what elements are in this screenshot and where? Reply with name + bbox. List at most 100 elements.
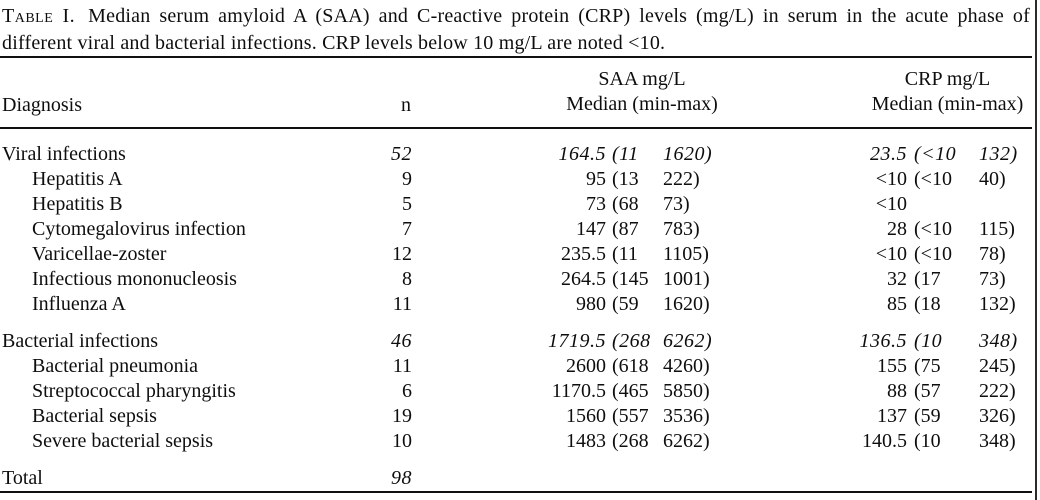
n-cell: 52 (391, 143, 412, 165)
diagnosis-cell: Bacterial infections (2, 330, 159, 352)
crp-min-cell: (18 (914, 293, 941, 315)
crp-median-cell: 137 (877, 405, 907, 427)
table-row: Hepatitis A 9 95 (13 222) <10 (<10 40) (0, 167, 1040, 192)
table-row: Bacterial pneumonia 11 2600 (618 4260) 1… (0, 354, 1040, 379)
crp-min-cell: (<10 (914, 218, 952, 240)
crp-max-cell (975, 192, 1040, 217)
rule-below-caption (0, 56, 1032, 58)
table-row: Influenza A 11 980 (59 1620) 85 (18 132) (0, 292, 1040, 317)
saa-min-cell: (268 (612, 430, 649, 452)
saa-max-cell: 1105) (663, 243, 709, 265)
saa-min-cell: (268 (612, 330, 651, 352)
saa-max-cell: 6262) (663, 430, 710, 452)
diagnosis-cell: Hepatitis A (32, 168, 123, 190)
crp-max-cell: 222) (979, 380, 1016, 402)
saa-max-cell: 6262) (663, 330, 713, 352)
crp-min-cell: (17 (914, 268, 941, 290)
header-crp-measure: Median (min-max) (871, 93, 1024, 115)
n-cell: 19 (392, 405, 412, 427)
header-n: n (401, 94, 411, 116)
saa-max-cell: 5850) (663, 380, 710, 402)
diagnosis-cell: Varicellae-zoster (32, 243, 167, 265)
saa-median-cell: 235.5 (561, 243, 606, 265)
n-cell: 5 (402, 193, 412, 215)
saa-min-cell: (13 (612, 168, 639, 190)
crp-max-cell: 326) (979, 405, 1016, 427)
diagnosis-cell: Bacterial pneumonia (32, 355, 199, 377)
diagnosis-cell: Influenza A (32, 293, 126, 315)
saa-median-cell: 1483 (566, 430, 606, 452)
table-row: Infectious mononucleosis 8 264.5 (145 10… (0, 267, 1040, 292)
saa-min-cell: (465 (612, 380, 649, 402)
n-cell: 6 (402, 380, 412, 402)
saa-min-cell: (59 (612, 293, 639, 315)
saa-median-cell: 1719.5 (548, 330, 606, 352)
diagnosis-cell: Cytomegalovirus infection (32, 218, 246, 240)
saa-min-cell: (11 (612, 143, 639, 165)
saa-max-cell: 4260) (663, 355, 710, 377)
saa-median-cell: 264.5 (561, 268, 606, 290)
crp-median-cell: 85 (887, 293, 907, 315)
saa-max-cell: 73) (663, 193, 690, 215)
rule-bottom (0, 491, 1032, 493)
table-row: Cytomegalovirus infection 7 147 (87 783)… (0, 217, 1040, 242)
saa-max-cell: 3536) (663, 405, 710, 427)
crp-min-cell (907, 466, 975, 491)
crp-min-cell: (75 (914, 355, 941, 377)
n-cell: 12 (392, 243, 412, 265)
saa-min-cell: (11 (612, 243, 638, 265)
crp-max-cell (975, 466, 1040, 491)
header-diagnosis: Diagnosis (2, 94, 82, 116)
n-cell: 11 (392, 293, 412, 315)
saa-min-cell: (68 (612, 193, 639, 215)
header-saa-group: SAA mg/L Median (min-max) (416, 67, 783, 117)
crp-min-cell: (<10 (914, 143, 957, 165)
header-crp-group: CRP mg/L Median (min-max) (783, 67, 1040, 117)
table-row: Viral infections 52 164.5 (11 1620) 23.5… (0, 142, 1040, 167)
crp-min-cell: (10 (914, 430, 941, 452)
table-body: Viral infections 52 164.5 (11 1620) 23.5… (0, 129, 1040, 491)
saa-median-cell (416, 466, 606, 491)
saa-max-cell: 1620) (663, 293, 710, 315)
crp-max-cell: 245) (979, 355, 1016, 377)
table-row: Total 98 (0, 466, 1040, 491)
crp-median-cell: 140.5 (862, 430, 907, 452)
diagnosis-cell: Total (2, 467, 43, 489)
crp-median-cell (783, 466, 907, 491)
saa-median-cell: 95 (586, 168, 606, 190)
crp-median-cell: 155 (877, 355, 907, 377)
rule-below-header (0, 127, 1032, 129)
header-saa-unit: SAA mg/L (598, 68, 686, 90)
crp-max-cell: 78) (979, 243, 1006, 265)
table-header-row: Diagnosis n SAA mg/L Median (min-max) CR… (0, 58, 1040, 127)
saa-min-cell: (145 (612, 268, 649, 290)
saa-median-cell: 73 (586, 193, 606, 215)
crp-max-cell: 40) (979, 168, 1006, 190)
crp-median-cell: 28 (887, 218, 907, 240)
crp-max-cell: 73) (979, 268, 1006, 290)
table-row: Bacterial sepsis 19 1560 (557 3536) 137 … (0, 404, 1040, 429)
saa-max-cell: 222) (663, 168, 700, 190)
saa-median-cell: 980 (576, 293, 606, 315)
diagnosis-cell: Hepatitis B (32, 193, 123, 215)
crp-min-cell: (<10 (914, 243, 952, 265)
saa-max-cell: 1620) (663, 143, 713, 165)
crp-min-cell: (57 (914, 380, 941, 402)
scan-edge-line (1035, 0, 1037, 500)
saa-median-cell: 1170.5 (551, 380, 606, 402)
crp-min-cell: (10 (914, 330, 943, 352)
saa-median-cell: 1560 (566, 405, 606, 427)
crp-max-cell: 115) (979, 218, 1015, 240)
crp-median-cell: <10 (875, 193, 907, 215)
n-cell: 11 (392, 355, 412, 377)
crp-min-cell (907, 192, 975, 217)
table-row: Severe bacterial sepsis 10 1483 (268 626… (0, 429, 1040, 454)
saa-median-cell: 164.5 (558, 143, 606, 165)
crp-median-cell: <10 (875, 168, 907, 190)
saa-max-cell: 1001) (663, 268, 710, 290)
table-number-label: Table I. (2, 5, 76, 27)
table-row: Streptococcal pharyngitis 6 1170.5 (465 … (0, 379, 1040, 404)
diagnosis-cell: Viral infections (2, 143, 126, 165)
table-row: Bacterial infections 46 1719.5 (268 6262… (0, 329, 1040, 354)
